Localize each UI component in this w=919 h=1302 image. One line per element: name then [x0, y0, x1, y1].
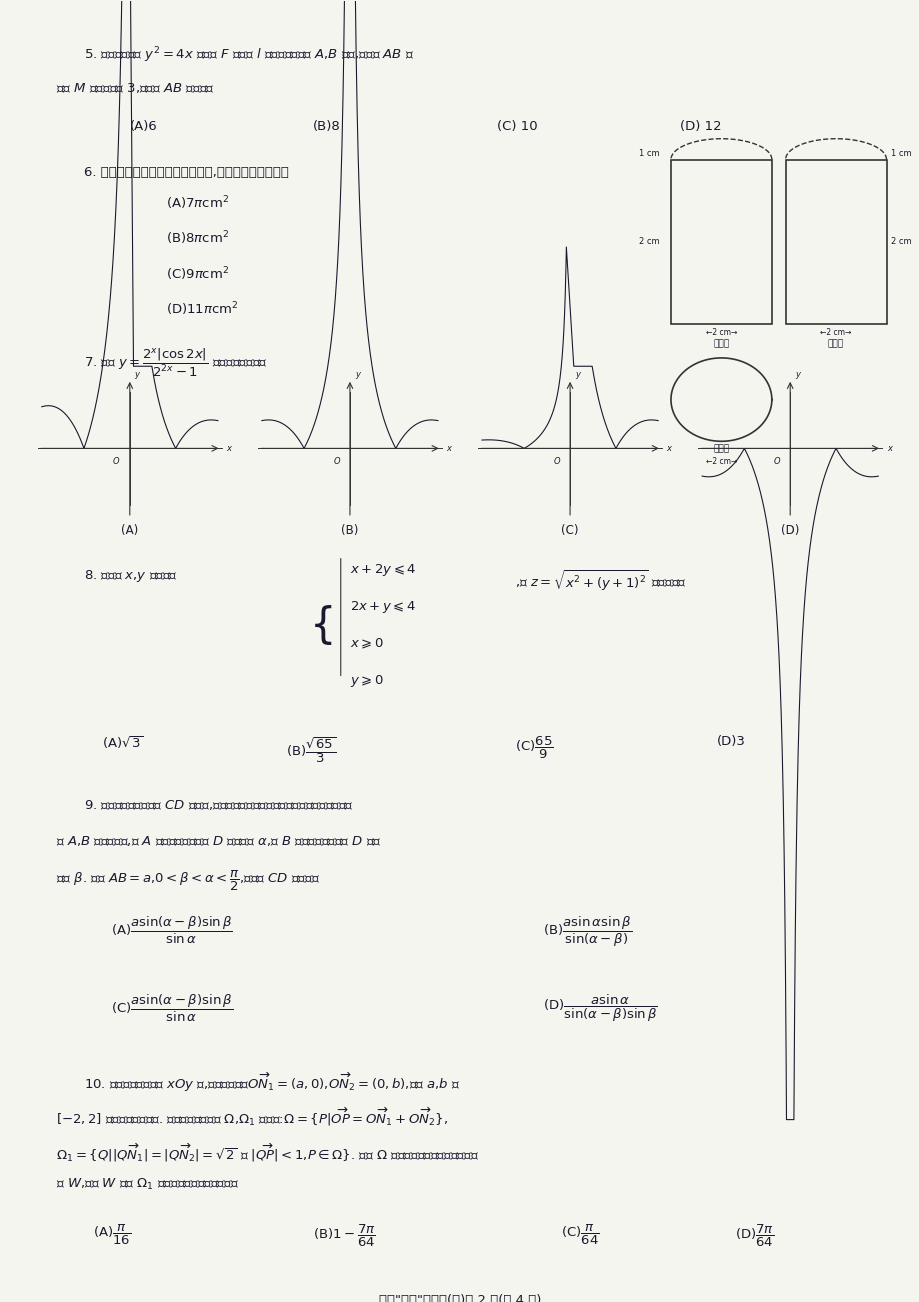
Text: (D)3: (D)3	[716, 734, 745, 747]
Text: $y$: $y$	[794, 370, 801, 381]
Text: (C) 10: (C) 10	[496, 120, 537, 133]
Text: (A)6: (A)6	[130, 120, 157, 133]
Text: (D)$11\pi$cm$^2$: (D)$11\pi$cm$^2$	[166, 301, 239, 318]
Text: (A): (A)	[121, 525, 138, 538]
Text: (B)$1-\dfrac{7\pi}{64}$: (B)$1-\dfrac{7\pi}{64}$	[312, 1223, 376, 1249]
Text: (B)8: (B)8	[312, 120, 341, 133]
Text: (A)$\dfrac{\pi}{16}$: (A)$\dfrac{\pi}{16}$	[93, 1223, 131, 1247]
Text: $x\geqslant 0$: $x\geqslant 0$	[349, 637, 383, 651]
Text: $x$: $x$	[665, 444, 673, 453]
Text: (A)$\sqrt{3}$: (A)$\sqrt{3}$	[102, 734, 143, 751]
Text: (C)$\dfrac{a\sin(\alpha-\beta)\sin\beta}{\sin\alpha}$: (C)$\dfrac{a\sin(\alpha-\beta)\sin\beta}…	[111, 993, 233, 1023]
Text: (C)$\dfrac{\pi}{64}$: (C)$\dfrac{\pi}{64}$	[561, 1223, 598, 1247]
Text: ←2 cm→: ←2 cm→	[705, 328, 736, 337]
Text: ←2 cm→: ←2 cm→	[705, 457, 736, 466]
Text: 2 cm: 2 cm	[639, 237, 659, 246]
Text: (B)$\dfrac{a\sin\alpha\sin\beta}{\sin(\alpha-\beta)}$: (B)$\dfrac{a\sin\alpha\sin\beta}{\sin(\a…	[542, 915, 630, 949]
Text: 2 cm: 2 cm	[891, 237, 911, 246]
Text: 1 cm: 1 cm	[891, 148, 911, 158]
Text: $x$: $x$	[226, 444, 233, 453]
Text: 1 cm: 1 cm	[639, 148, 659, 158]
Text: 9. 某公司要测量一水塔 $CD$ 的高度,测量人员在该水塔所在的东西方向水平直线上选: 9. 某公司要测量一水塔 $CD$ 的高度,测量人员在该水塔所在的东西方向水平直…	[84, 798, 354, 812]
Text: $y$: $y$	[354, 370, 361, 381]
Text: $y$: $y$	[574, 370, 582, 381]
Text: 侧视图: 侧视图	[827, 339, 844, 348]
Text: (B)$\dfrac{\sqrt{65}}{3}$: (B)$\dfrac{\sqrt{65}}{3}$	[286, 734, 335, 764]
Text: (D): (D)	[780, 525, 799, 538]
Text: 10. 在平面直角坐标系 $xOy$ 中,已知平面向量$\overrightarrow{ON_1}=(a,0)$,$\overrightarrow{ON_2}=: 10. 在平面直角坐标系 $xOy$ 中,已知平面向量$\overrightar…	[84, 1070, 460, 1094]
Text: (C)$9\pi$cm$^2$: (C)$9\pi$cm$^2$	[166, 264, 230, 283]
Text: (A)$\dfrac{a\sin(\alpha-\beta)\sin\beta}{\sin\alpha}$: (A)$\dfrac{a\sin(\alpha-\beta)\sin\beta}…	[111, 915, 233, 947]
Text: $O$: $O$	[772, 454, 780, 466]
Text: $O$: $O$	[332, 454, 340, 466]
Text: ←2 cm→: ←2 cm→	[820, 328, 851, 337]
Text: $y$: $y$	[134, 370, 142, 381]
Text: $2x+y\leqslant 4$: $2x+y\leqslant 4$	[349, 599, 415, 616]
Text: 择 $A$,$B$ 两个观测点,在 $A$ 处测得该水塔顶端 $D$ 的仰角为 $\alpha$,在 $B$ 处测得该水塔顶端 $D$ 的仰: 择 $A$,$B$ 两个观测点,在 $A$ 处测得该水塔顶端 $D$ 的仰角为 …	[56, 833, 381, 848]
Text: 5. 已知过抛物线 $y^2=4x$ 的焦点 $F$ 的直线 $l$ 与抛物线相交于 $A$,$B$ 两点,若线段 $AB$ 的: 5. 已知过抛物线 $y^2=4x$ 的焦点 $F$ 的直线 $l$ 与抛物线相…	[84, 46, 414, 65]
Text: $x$: $x$	[446, 444, 453, 453]
Text: 中点 $M$ 的横坐标为 3,则线段 $AB$ 的长度为: 中点 $M$ 的横坐标为 3,则线段 $AB$ 的长度为	[56, 81, 215, 95]
Text: 俯视图: 俯视图	[712, 445, 729, 454]
Text: $x$: $x$	[886, 444, 892, 453]
Text: (B)$8\pi$cm$^2$: (B)$8\pi$cm$^2$	[166, 229, 230, 247]
Text: (C): (C)	[561, 525, 578, 538]
Text: 点 $W$,则点 $W$ 落在 $\Omega_1$ 对应的平面区域内的概率为: 点 $W$,则点 $W$ 落在 $\Omega_1$ 对应的平面区域内的概率为	[56, 1177, 239, 1191]
Text: $y\geqslant 0$: $y\geqslant 0$	[349, 673, 383, 690]
Text: (D) 12: (D) 12	[679, 120, 721, 133]
Text: (D)$\dfrac{7\pi}{64}$: (D)$\dfrac{7\pi}{64}$	[734, 1223, 774, 1249]
Text: $[-2,2]$ 上的两个随机实数. 定义平面上的点集 $\Omega$,$\Omega_1$ 分别为:$\Omega=\{P|\overrightarrow{: $[-2,2]$ 上的两个随机实数. 定义平面上的点集 $\Omega$,$\O…	[56, 1107, 448, 1129]
Text: ,则 $z=\sqrt{x^2+(y+1)^2}$ 的最大值为: ,则 $z=\sqrt{x^2+(y+1)^2}$ 的最大值为	[515, 569, 686, 592]
Text: 数学"三诊"考试题(文)第 2 页(共 4 页): 数学"三诊"考试题(文)第 2 页(共 4 页)	[379, 1294, 540, 1302]
Text: (A)$7\pi$cm$^2$: (A)$7\pi$cm$^2$	[166, 194, 229, 212]
Text: 8. 若实数 $x$,$y$ 满足条件: 8. 若实数 $x$,$y$ 满足条件	[84, 569, 177, 585]
Text: {: {	[310, 604, 335, 647]
Text: $\Omega_1=\{Q||\overrightarrow{QN_1}|=|\overrightarrow{QN_2}|=\sqrt{2}$ 且 $|\ove: $\Omega_1=\{Q||\overrightarrow{QN_1}|=|\…	[56, 1142, 479, 1164]
Text: $O$: $O$	[112, 454, 120, 466]
Text: 正视图: 正视图	[712, 339, 729, 348]
Text: (C)$\dfrac{65}{9}$: (C)$\dfrac{65}{9}$	[515, 734, 553, 760]
Text: 6. 如图是一个封闭几何体的三视图,则该几何体的表面积: 6. 如图是一个封闭几何体的三视图,则该几何体的表面积	[84, 165, 289, 178]
Text: $x+2y\leqslant 4$: $x+2y\leqslant 4$	[349, 562, 416, 578]
Text: 角为 $\beta$. 已知 $AB=a$,$0<\beta<\alpha<\dfrac{\pi}{2}$,则水塔 $CD$ 的高度为: 角为 $\beta$. 已知 $AB=a$,$0<\beta<\alpha<\d…	[56, 868, 320, 893]
Text: (D)$\dfrac{a\sin\alpha}{\sin(\alpha-\beta)\sin\beta}$: (D)$\dfrac{a\sin\alpha}{\sin(\alpha-\bet…	[542, 993, 657, 1023]
Text: $O$: $O$	[552, 454, 561, 466]
Text: 7. 函数 $y=\dfrac{2^x|\cos 2x|}{2^{2x}-1}$ 的部分图象大致为: 7. 函数 $y=\dfrac{2^x|\cos 2x|}{2^{2x}-1}$…	[84, 346, 267, 379]
Text: (B): (B)	[341, 525, 358, 538]
